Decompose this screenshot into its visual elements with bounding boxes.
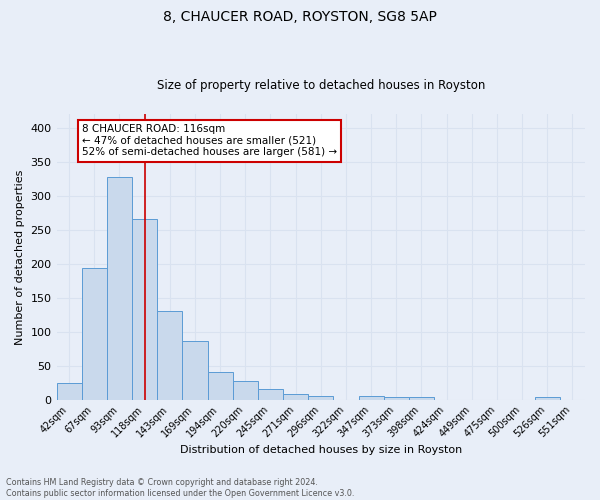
- Bar: [283, 394, 308, 400]
- Bar: [409, 397, 434, 400]
- Bar: [132, 220, 157, 400]
- Text: Contains HM Land Registry data © Crown copyright and database right 2024.
Contai: Contains HM Land Registry data © Crown c…: [6, 478, 355, 498]
- Bar: [383, 397, 409, 400]
- Bar: [157, 311, 182, 400]
- Bar: [182, 341, 208, 400]
- X-axis label: Distribution of detached houses by size in Royston: Distribution of detached houses by size …: [179, 445, 462, 455]
- Text: 8 CHAUCER ROAD: 116sqm
← 47% of detached houses are smaller (521)
52% of semi-de: 8 CHAUCER ROAD: 116sqm ← 47% of detached…: [82, 124, 337, 158]
- Bar: [107, 176, 132, 400]
- Bar: [82, 268, 107, 400]
- Bar: [233, 382, 258, 400]
- Bar: [258, 390, 283, 400]
- Title: Size of property relative to detached houses in Royston: Size of property relative to detached ho…: [157, 79, 485, 92]
- Bar: [208, 372, 233, 400]
- Y-axis label: Number of detached properties: Number of detached properties: [15, 169, 25, 344]
- Text: 8, CHAUCER ROAD, ROYSTON, SG8 5AP: 8, CHAUCER ROAD, ROYSTON, SG8 5AP: [163, 10, 437, 24]
- Bar: [359, 396, 383, 400]
- Bar: [535, 397, 560, 400]
- Bar: [308, 396, 334, 400]
- Bar: [56, 382, 82, 400]
